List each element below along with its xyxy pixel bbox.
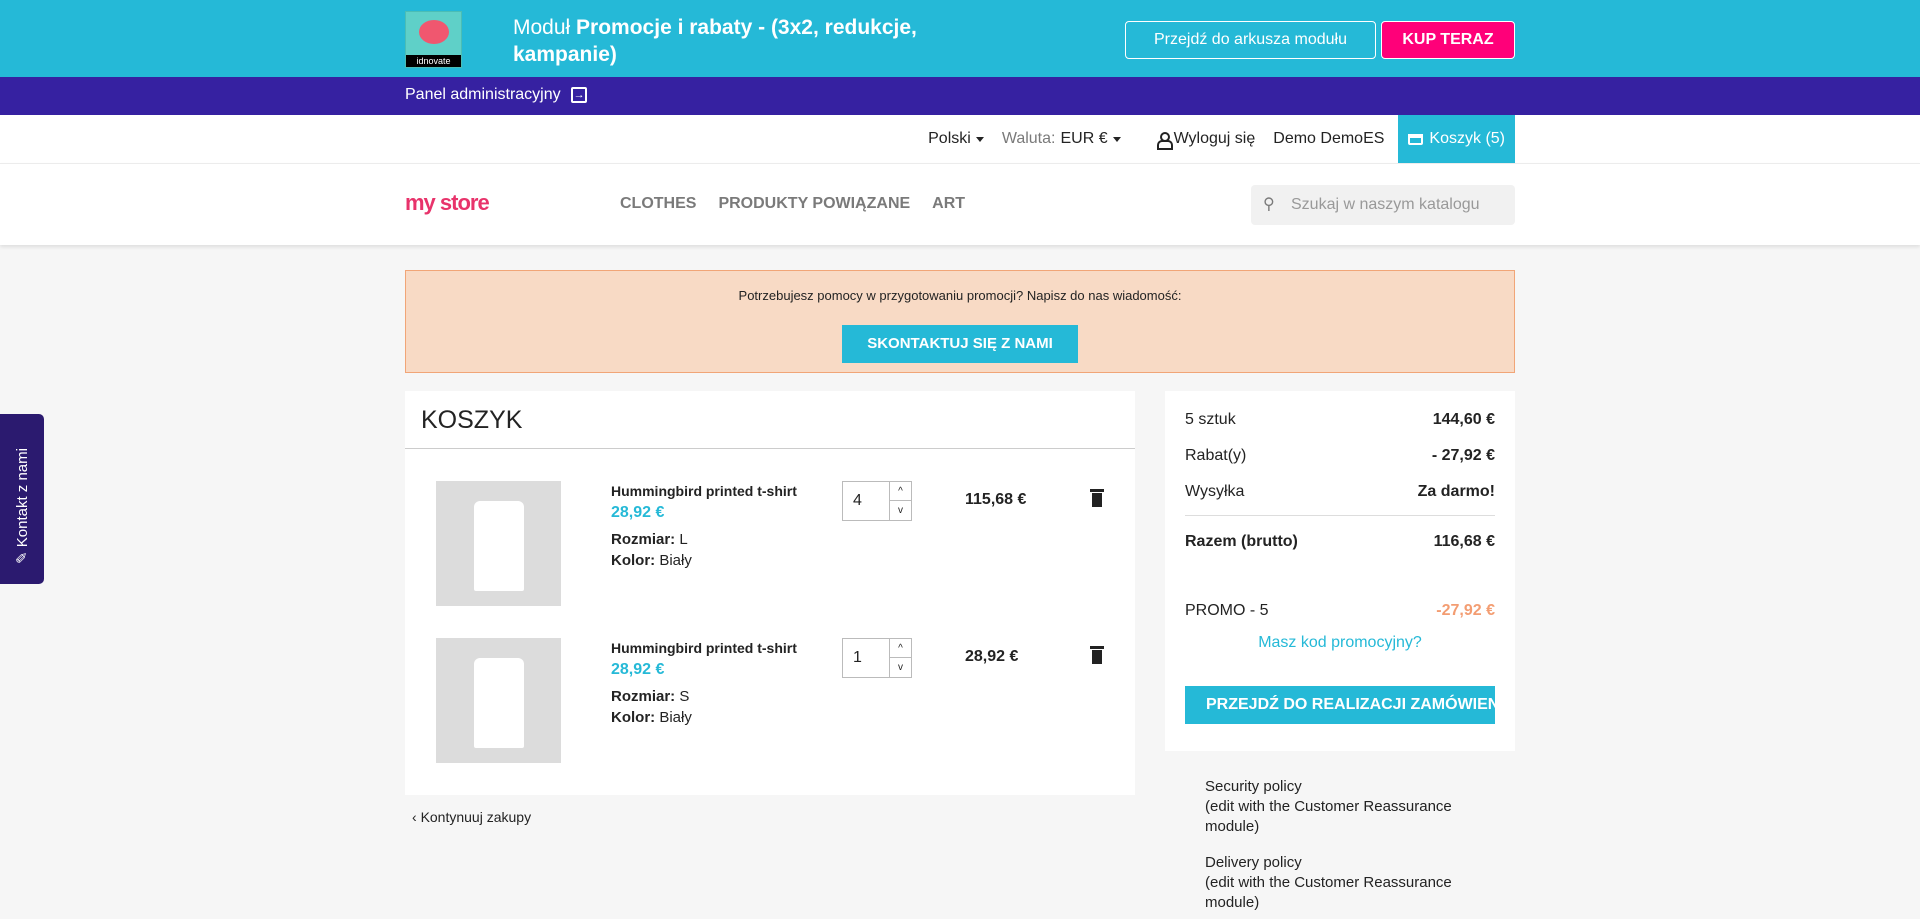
user-bar-items: Polski Waluta: EUR € Wyloguj się Demo Dem… bbox=[700, 115, 1515, 163]
nav-clothes[interactable]: CLOTHES bbox=[620, 195, 697, 212]
module-title: Moduł Promocje i rabaty - (3x2, redukcje… bbox=[513, 14, 993, 68]
title-bold: Promocje i rabaty - (3x2, redukcje, kamp… bbox=[513, 16, 917, 66]
store-logo[interactable]: my store bbox=[405, 190, 490, 216]
increment-button[interactable]: ^ bbox=[889, 482, 911, 501]
reassurance-security: Security policy (edit with the Customer R… bbox=[1205, 778, 1452, 835]
cart-card: KOSZYK Hummingbird printed t-shirt 28,92… bbox=[405, 391, 1135, 795]
language-value: Polski bbox=[928, 130, 971, 147]
item-total: 28,92 € bbox=[965, 648, 1019, 665]
continue-shopping-link[interactable]: ‹ Kontynuuj zakupy bbox=[412, 809, 532, 825]
product-size: Rozmiar: S bbox=[611, 688, 690, 705]
product-price: 28,92 € bbox=[611, 504, 665, 521]
cart-summary: 5 sztuk 144,60 € Rabat(y) - 27,92 € Wysyłk… bbox=[1165, 391, 1515, 751]
nav-related-products[interactable]: PRODUKTY POWIĄZANE bbox=[718, 195, 911, 212]
checkout-button[interactable]: PRZEJDŹ DO REALIZACJI ZAMÓWIENIA bbox=[1185, 686, 1495, 724]
account-name: Demo DemoES bbox=[1273, 130, 1385, 147]
piggy-bank-icon bbox=[419, 20, 449, 44]
decrement-button[interactable]: v bbox=[889, 501, 911, 520]
product-name[interactable]: Hummingbird printed t-shirt bbox=[611, 640, 797, 656]
search-placeholder: Szukaj w naszym katalogu bbox=[1291, 196, 1480, 213]
cart-item: Hummingbird printed t-shirt 28,92 € Rozm… bbox=[405, 481, 1135, 611]
pencil-icon: ✎ bbox=[14, 551, 31, 564]
idnovate-logo: idnovate bbox=[405, 11, 462, 68]
admin-panel-link[interactable]: Panel administracyjny → bbox=[405, 86, 588, 104]
trash-icon[interactable] bbox=[1090, 646, 1104, 664]
account-link[interactable]: Demo DemoES bbox=[1273, 130, 1384, 148]
search-icon: ⚲ bbox=[1263, 196, 1275, 213]
divider bbox=[405, 448, 1135, 449]
product-size: Rozmiar: L bbox=[611, 531, 688, 548]
main-nav: CLOTHES PRODUKTY POWIĄZANE ART bbox=[620, 195, 965, 213]
summary-row-discount: Rabat(y) - 27,92 € bbox=[1185, 447, 1495, 464]
quantity-stepper[interactable]: 1 ^ v bbox=[842, 638, 912, 678]
language-dropdown[interactable]: Polski bbox=[928, 130, 984, 148]
buy-now-button[interactable]: KUP TERAZ bbox=[1381, 21, 1515, 59]
user-bar bbox=[0, 115, 1920, 164]
promo-code-link[interactable]: Masz kod promocyjny? bbox=[1258, 634, 1422, 651]
chevron-left-icon: ‹ bbox=[412, 809, 417, 825]
exit-icon: → bbox=[571, 86, 588, 103]
cart-title: KOSZYK bbox=[421, 406, 523, 434]
reassurance-delivery: Delivery policy (edit with the Customer R… bbox=[1205, 854, 1452, 911]
item-total: 115,68 € bbox=[965, 491, 1027, 508]
cart-item: Hummingbird printed t-shirt 28,92 € Rozm… bbox=[405, 638, 1135, 768]
cart-icon bbox=[1408, 133, 1424, 145]
promo-help-banner: Potrzebujesz pomocy w przygotowaniu prom… bbox=[405, 270, 1515, 373]
product-color: Kolor: Biały bbox=[611, 709, 692, 726]
summary-row-shipping: Wysyłka Za darmo! bbox=[1185, 483, 1495, 500]
admin-bar bbox=[0, 77, 1920, 115]
quantity-value[interactable]: 4 bbox=[853, 492, 862, 509]
logo-label: idnovate bbox=[406, 55, 461, 67]
quantity-value[interactable]: 1 bbox=[853, 649, 862, 666]
product-image[interactable] bbox=[436, 638, 561, 763]
contact-us-button[interactable]: SKONTAKTUJ SIĘ Z NAMI bbox=[842, 325, 1078, 363]
increment-button[interactable]: ^ bbox=[889, 639, 911, 658]
product-image[interactable] bbox=[436, 481, 561, 606]
user-icon bbox=[1156, 132, 1173, 150]
currency-value: EUR € bbox=[1060, 130, 1108, 147]
admin-panel-label: Panel administracyjny bbox=[405, 86, 561, 103]
currency-dropdown[interactable]: Waluta: EUR € bbox=[1002, 130, 1121, 148]
caret-down-icon bbox=[975, 136, 984, 142]
module-bar bbox=[0, 0, 1920, 77]
product-name[interactable]: Hummingbird printed t-shirt bbox=[611, 483, 797, 499]
cart-button[interactable]: Koszyk (5) bbox=[1398, 115, 1515, 163]
currency-label: Waluta: bbox=[1001, 130, 1056, 147]
header bbox=[0, 164, 1920, 245]
decrement-button[interactable]: v bbox=[889, 658, 911, 677]
logout-link[interactable]: Wyloguj się bbox=[1156, 130, 1256, 150]
product-price: 28,92 € bbox=[611, 661, 665, 678]
summary-total: Razem (brutto) 116,68 € bbox=[1185, 533, 1495, 550]
caret-down-icon bbox=[1112, 136, 1121, 142]
search-input[interactable]: ⚲ Szukaj w naszym katalogu bbox=[1251, 185, 1515, 225]
trash-icon[interactable] bbox=[1090, 489, 1104, 507]
product-color: Kolor: Biały bbox=[611, 552, 692, 569]
quantity-stepper[interactable]: 4 ^ v bbox=[842, 481, 912, 521]
promo-help-text: Potrzebujesz pomocy w przygotowaniu prom… bbox=[738, 288, 1182, 303]
title-prefix: Moduł bbox=[513, 16, 571, 39]
store-logo-text: my store bbox=[405, 190, 490, 215]
promo-row: PROMO - 5 -27,92 € bbox=[1185, 602, 1495, 619]
contact-side-tab[interactable]: ✎ Kontakt z nami bbox=[0, 414, 44, 584]
cart-label: Koszyk (5) bbox=[1429, 130, 1505, 147]
logout-label: Wyloguj się bbox=[1173, 130, 1256, 147]
divider bbox=[1185, 515, 1495, 516]
summary-row-items: 5 sztuk 144,60 € bbox=[1185, 411, 1495, 428]
module-sheet-button[interactable]: Przejdź do arkusza modułu bbox=[1125, 21, 1376, 59]
nav-art[interactable]: ART bbox=[932, 195, 966, 212]
